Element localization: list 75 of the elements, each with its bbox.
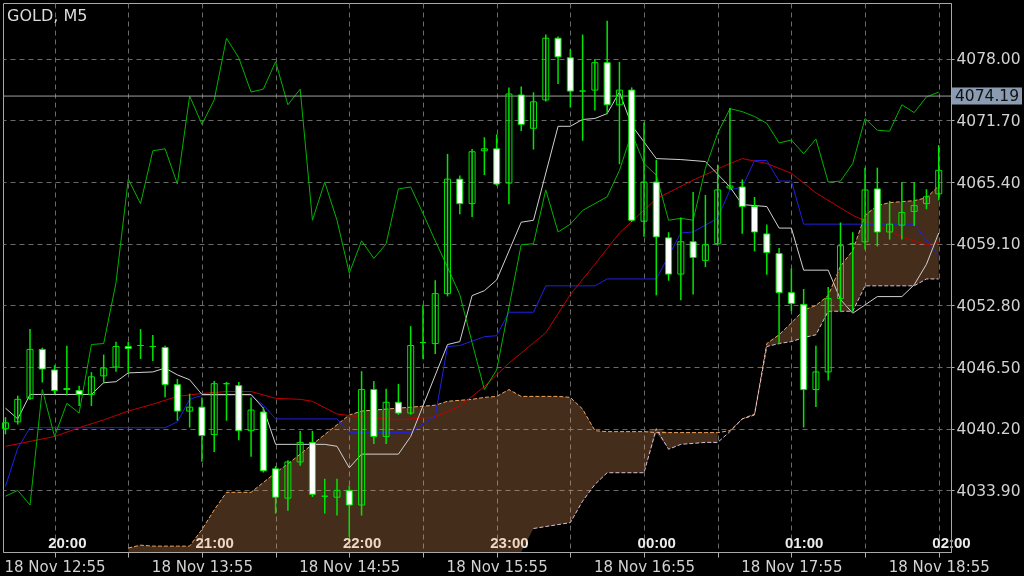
candlestick bbox=[922, 189, 930, 210]
candlestick bbox=[358, 371, 366, 516]
x-tick-label: 18 Nov 12:55 bbox=[4, 557, 106, 576]
candlestick bbox=[112, 341, 120, 372]
y-tick-label: 4078.00 bbox=[956, 50, 1021, 69]
x2-tick-label: 23:00 bbox=[490, 533, 529, 551]
candlestick bbox=[296, 430, 304, 466]
line-series bbox=[532, 278, 940, 530]
candlestick bbox=[763, 224, 771, 275]
candlestick bbox=[63, 345, 71, 396]
x2-tick-label: 01:00 bbox=[784, 533, 824, 551]
candlestick bbox=[726, 107, 734, 190]
candlestick bbox=[480, 137, 488, 176]
candlestick bbox=[812, 345, 820, 407]
candlestick bbox=[836, 222, 844, 313]
x2-tick-label: 20:00 bbox=[48, 533, 87, 551]
x2-tick-label: 21:00 bbox=[195, 533, 234, 551]
candlestick bbox=[714, 164, 722, 246]
candlestick bbox=[124, 341, 132, 373]
candlestick bbox=[591, 59, 599, 111]
candlestick bbox=[26, 329, 34, 401]
y-tick-label: 4033.90 bbox=[956, 481, 1021, 500]
x-tick-label: 18 Nov 18:55 bbox=[888, 557, 990, 576]
candlestick bbox=[345, 485, 353, 538]
candlestick bbox=[579, 34, 587, 141]
y-tick-label: 4065.40 bbox=[956, 173, 1021, 192]
y-tick-label: 4040.20 bbox=[956, 420, 1021, 439]
candlestick bbox=[431, 280, 439, 355]
candlestick bbox=[824, 287, 832, 381]
candlestick bbox=[247, 397, 255, 457]
candlestick bbox=[898, 182, 906, 240]
candlestick bbox=[87, 372, 95, 406]
candlestick bbox=[677, 217, 685, 301]
y-tick-label: 4052.80 bbox=[956, 296, 1021, 315]
candlestick bbox=[529, 92, 537, 150]
candlestick bbox=[14, 395, 22, 425]
candlestick bbox=[210, 380, 218, 452]
candlestick bbox=[333, 478, 341, 516]
chart-title: GOLD, M5 bbox=[7, 6, 88, 25]
candlestick bbox=[910, 182, 918, 226]
y-tick-label: 4071.70 bbox=[956, 111, 1021, 130]
y-tick-label: 4046.50 bbox=[956, 358, 1021, 377]
candlestick bbox=[284, 460, 292, 511]
candlestick bbox=[787, 268, 795, 312]
x2-tick-label: 00:00 bbox=[637, 533, 676, 551]
x-tick-label: 18 Nov 14:55 bbox=[299, 557, 401, 576]
x2-tick-label: 22:00 bbox=[342, 533, 382, 551]
candlestick bbox=[38, 347, 46, 383]
candlestick bbox=[75, 385, 83, 406]
x-tick-label: 18 Nov 15:55 bbox=[446, 557, 548, 576]
candlestick bbox=[689, 192, 697, 295]
candlestick bbox=[505, 87, 513, 205]
candlestick bbox=[542, 34, 550, 102]
candlestick bbox=[861, 167, 869, 250]
x-tick-label: 18 Nov 13:55 bbox=[151, 557, 253, 576]
y-tick-label: 4059.10 bbox=[956, 235, 1021, 254]
candlestick bbox=[407, 326, 415, 415]
candlestick bbox=[186, 393, 194, 428]
candlestick bbox=[640, 122, 648, 237]
candlestick bbox=[444, 153, 452, 297]
candlestick bbox=[468, 149, 476, 218]
candlestick bbox=[51, 365, 59, 395]
candlestick bbox=[382, 388, 390, 445]
ref-line-label: 4074.19 bbox=[955, 87, 1020, 106]
candlestick bbox=[935, 145, 943, 201]
candlestick bbox=[554, 36, 562, 84]
line-series bbox=[4, 37, 940, 506]
candlestick bbox=[100, 354, 108, 384]
candlestick bbox=[738, 179, 746, 234]
candlestick bbox=[886, 200, 894, 240]
x-tick-label: 18 Nov 16:55 bbox=[593, 557, 696, 576]
candlestick bbox=[701, 195, 709, 267]
candlestick bbox=[394, 383, 402, 415]
x-tick-label: 18 Nov 17:55 bbox=[741, 557, 843, 576]
candlestick bbox=[615, 61, 623, 165]
